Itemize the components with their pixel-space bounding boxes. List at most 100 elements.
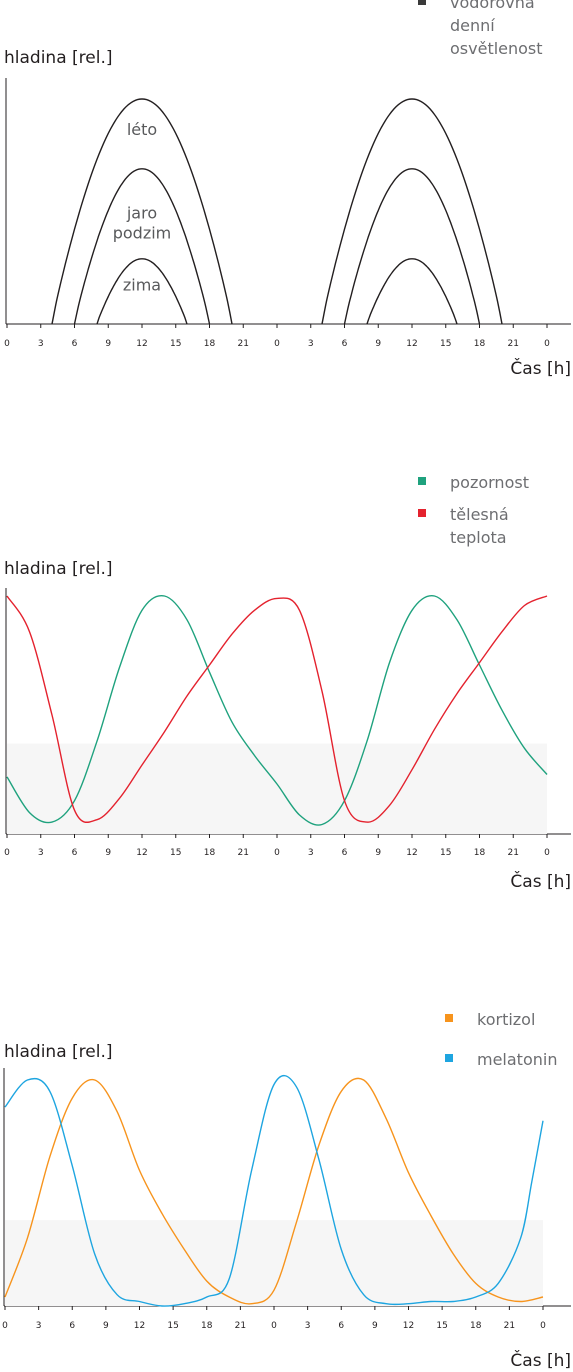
x-tick-label: 6 <box>342 848 348 858</box>
x-tick-label: 12 <box>403 1321 414 1331</box>
annotation: léto <box>127 120 157 139</box>
x-tick-label: 18 <box>204 848 216 858</box>
legend-label: pozornost <box>450 473 529 492</box>
x-tick-label: 15 <box>436 1321 447 1331</box>
annotation: jaro <box>126 203 157 222</box>
x-tick-label: 0 <box>271 1321 277 1331</box>
series-arc-zima <box>96 258 188 325</box>
x-tick-label: 6 <box>69 1321 75 1331</box>
legend-label-line: denní <box>450 16 495 35</box>
x-tick-label: 21 <box>508 848 519 858</box>
annotations-daylight: léto jaro podzim zima <box>113 120 172 294</box>
x-tick-label: 0 <box>274 339 280 349</box>
x-tick-label: 21 <box>508 339 519 349</box>
legend-label-line: osvětlenost <box>450 39 543 58</box>
background-band <box>5 1220 543 1306</box>
x-tick-label: 0 <box>544 848 550 858</box>
x-tick-label: 15 <box>167 1321 178 1331</box>
x-tick-label: 9 <box>105 339 111 349</box>
x-tick-label: 21 <box>238 339 249 349</box>
legend-swatch <box>418 0 426 5</box>
x-tick-label: 18 <box>474 848 486 858</box>
x-tick-label: 9 <box>372 1321 378 1331</box>
x-tick-label: 0 <box>4 848 10 858</box>
legend-swatch <box>445 1014 453 1022</box>
y-axis-label: hladina [rel.] <box>4 48 113 68</box>
x-axis-label: Čas [h] <box>510 357 571 379</box>
legend-label-line: vodorovná <box>450 0 535 12</box>
legend-swatch <box>418 509 426 517</box>
x-tick-label: 6 <box>72 848 78 858</box>
x-tick-label: 18 <box>470 1321 482 1331</box>
x-tick-label: 0 <box>2 1321 8 1331</box>
x-tick-label: 21 <box>504 1321 515 1331</box>
x-tick-label: 0 <box>274 848 280 858</box>
x-tick-label: 9 <box>375 339 381 349</box>
x-tick-label: 3 <box>308 339 314 349</box>
x-tick-label: 18 <box>201 1321 213 1331</box>
x-tick-label: 18 <box>204 339 216 349</box>
x-tick-label: 9 <box>375 848 381 858</box>
y-axis-label: hladina [rel.] <box>4 559 113 579</box>
x-tick-label: 9 <box>105 848 111 858</box>
legend-cortisol-melatonin: kortizol melatonin <box>445 1010 557 1069</box>
x-tick-label: 3 <box>38 848 44 858</box>
legend-label: vodorovná denní osvětlenost <box>450 0 543 58</box>
series-line-melatonin <box>4 1075 544 1307</box>
x-tick-label: 3 <box>305 1321 311 1331</box>
legend-label: melatonin <box>477 1050 557 1069</box>
x-tick-label: 9 <box>103 1321 109 1331</box>
x-tick-label: 12 <box>406 848 417 858</box>
annotation: zima <box>123 275 161 294</box>
series-arc-zima <box>366 258 458 325</box>
panel-cortisol-melatonin: hladina [rel.] kortizol melatonin 0 3 6 9 12 1… <box>2 1010 571 1371</box>
panel-daylight: hladina [rel.] vodorovná denní osvětlenost… <box>4 0 571 379</box>
x-tick-label: 0 <box>544 339 550 349</box>
legend-label: tělesná teplota <box>450 505 509 547</box>
x-tick-label: 0 <box>540 1321 546 1331</box>
legend-swatch <box>445 1054 453 1062</box>
series-arc-jaro-podzim <box>73 168 211 325</box>
x-tick-label: 21 <box>238 848 249 858</box>
x-tick-label: 12 <box>136 339 147 349</box>
x-tick-label: 15 <box>170 339 181 349</box>
x-tick-label: 12 <box>136 848 147 858</box>
legend-alertness-temperature: pozornost tělesná teplota <box>418 473 529 547</box>
x-tick-label: 12 <box>406 339 417 349</box>
x-tick-label: 3 <box>308 848 314 858</box>
legend-daylight: vodorovná denní osvětlenost <box>418 0 543 58</box>
y-axis-label: hladina [rel.] <box>4 1042 113 1062</box>
x-tick-label: 0 <box>4 339 10 349</box>
legend-label: kortizol <box>477 1010 535 1029</box>
series-line-kortizol <box>4 1077 544 1305</box>
x-tick-label: 6 <box>338 1321 344 1331</box>
panel-alertness-temperature: hladina [rel.] pozornost tělesná teplota 0… <box>4 473 571 892</box>
x-tick-label: 18 <box>474 339 486 349</box>
series-arc-léto <box>321 98 503 325</box>
series-line-pozornost <box>6 594 548 826</box>
legend-label-line: teplota <box>450 528 507 547</box>
x-tick-label: 21 <box>235 1321 246 1331</box>
x-tick-label: 15 <box>170 848 181 858</box>
legend-swatch <box>418 477 426 485</box>
series-arc-léto <box>51 98 233 325</box>
x-tick-label: 15 <box>440 339 451 349</box>
x-tick-label: 3 <box>38 339 44 349</box>
legend-label-line: pozornost <box>450 473 529 492</box>
plot-area-cortisol-melatonin: 0 3 6 9 12 15 18 21 0 3 6 9 12 15 18 21 0 <box>2 1068 571 1331</box>
x-axis-label: Čas [h] <box>510 1349 571 1371</box>
legend-label-line: tělesná <box>450 505 509 524</box>
legend-label-line: melatonin <box>477 1050 557 1069</box>
legend-label-line: kortizol <box>477 1010 535 1029</box>
series-arc-jaro-podzim <box>343 168 481 325</box>
x-tick-label: 6 <box>72 339 78 349</box>
x-tick-label: 3 <box>36 1321 42 1331</box>
x-tick-label: 6 <box>342 339 348 349</box>
x-axis-label: Čas [h] <box>510 870 571 892</box>
annotation: podzim <box>113 224 172 243</box>
x-tick-label: 12 <box>134 1321 145 1331</box>
plot-area-alertness-temperature: 0 3 6 9 12 15 18 21 0 3 6 9 12 15 18 21 0 <box>4 588 571 858</box>
series-line-tělesná-teplota <box>6 595 548 823</box>
background-band <box>7 743 547 834</box>
